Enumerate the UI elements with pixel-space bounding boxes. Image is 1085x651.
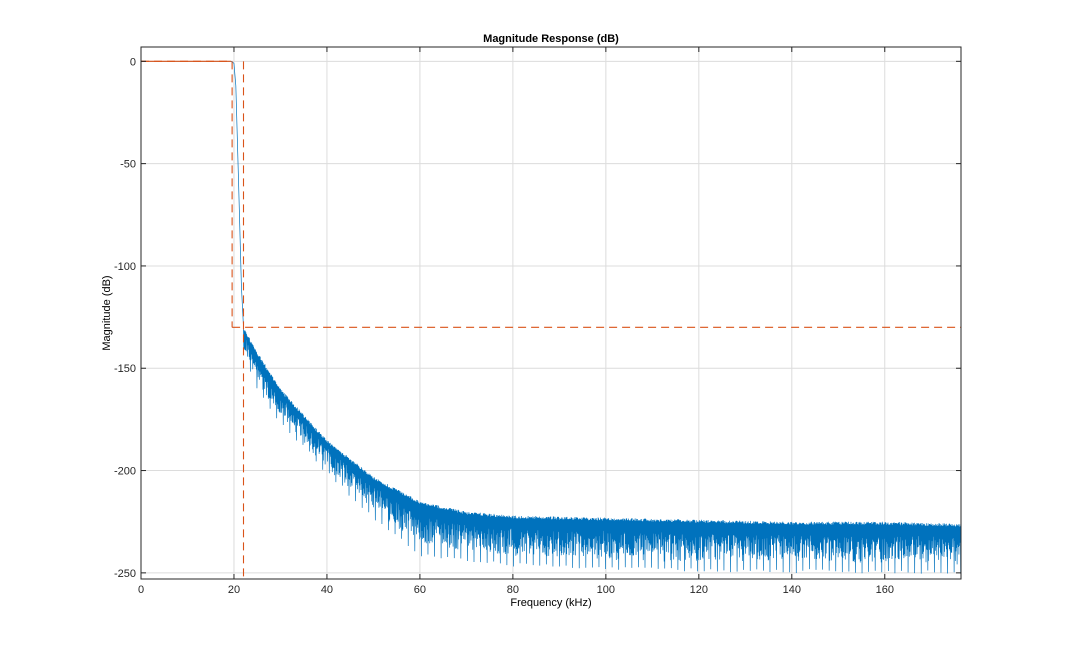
chart-title: Magnitude Response (dB) — [483, 33, 619, 45]
y-tick-label: 0 — [130, 56, 136, 68]
x-axis: 0 20 40 60 80 100 120 140 160 — [138, 47, 894, 596]
x-tick-label: 160 — [876, 584, 894, 596]
y-axis: 0 -50 -100 -150 -200 -250 — [114, 56, 961, 580]
y-tick-label: -250 — [114, 568, 136, 580]
grid-lines — [140, 47, 961, 579]
y-tick-label: -200 — [114, 466, 136, 478]
series-layer — [141, 60, 961, 579]
plot-frame — [140, 46, 962, 580]
x-tick-label: 0 — [138, 584, 144, 596]
x-tick-label: 40 — [321, 584, 333, 596]
x-tick-label: 60 — [414, 584, 426, 596]
x-tick-label: 140 — [783, 584, 801, 596]
x-axis-title: Frequency (kHz) — [510, 597, 591, 609]
plot-area — [141, 47, 961, 579]
magnitude-response-line — [141, 60, 961, 574]
y-tick-label: -150 — [114, 363, 136, 375]
x-tick-label: 120 — [690, 584, 708, 596]
x-tick-label: 80 — [507, 584, 519, 596]
x-tick-label: 100 — [597, 584, 615, 596]
y-tick-label: -100 — [114, 261, 136, 273]
y-axis-title: Magnitude (dB) — [101, 275, 113, 350]
x-tick-label: 20 — [228, 584, 240, 596]
y-tick-label: -50 — [120, 159, 136, 171]
